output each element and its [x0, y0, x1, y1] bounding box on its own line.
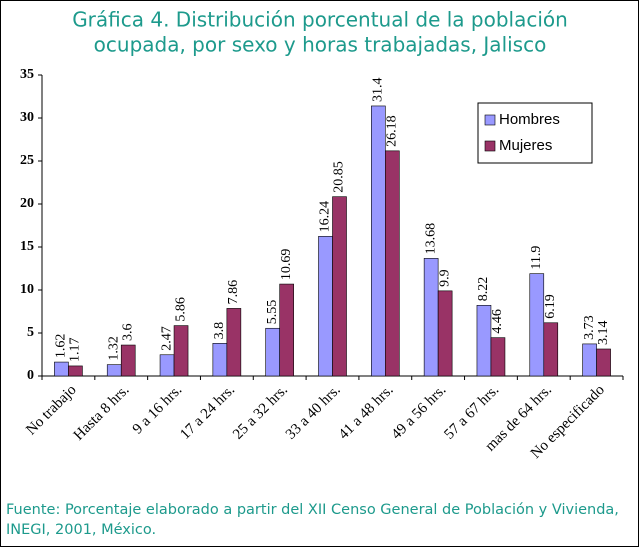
x-tick-label: Hasta 8 hrs.: [71, 382, 133, 444]
value-label: 10.69: [279, 249, 294, 281]
y-tick-label: 15: [20, 239, 34, 254]
value-label: 11.9: [529, 246, 544, 270]
x-tick-label: 17 a 24 hrs.: [177, 382, 238, 443]
value-label: 2.47: [159, 326, 174, 351]
y-tick-label: 25: [20, 153, 34, 168]
value-label: 1.17: [68, 337, 83, 362]
source-note: Fuente: Porcentaje elaborado a partir de…: [6, 502, 619, 538]
chart-title: Gráfica 4. Distribución porcentual de la…: [72, 8, 568, 32]
value-label: 5.86: [173, 297, 188, 322]
bar: [106, 364, 122, 377]
value-label: 31.4: [371, 77, 386, 102]
bar: [385, 150, 400, 377]
bar: [226, 308, 242, 377]
bar: [173, 325, 189, 377]
value-label: 6.19: [543, 294, 558, 319]
bar: [159, 354, 175, 377]
x-tick-label: 33 a 40 hrs.: [283, 382, 344, 443]
x-tick-label: No trabajo: [23, 382, 79, 438]
legend-label: Mujeres: [499, 137, 552, 154]
legend-swatch: [484, 114, 496, 126]
y-tick-label: 10: [20, 282, 34, 297]
value-label: 1.32: [106, 336, 121, 361]
bar: [529, 273, 545, 377]
bar: [476, 305, 492, 377]
legend-label: Hombres: [499, 111, 560, 128]
value-label: 20.85: [332, 161, 347, 193]
x-tick-label: 25 a 32 hrs.: [230, 382, 291, 443]
value-label: 1.62: [54, 334, 69, 359]
bar: [543, 322, 559, 377]
value-label: 4.46: [490, 309, 505, 334]
bar: [212, 343, 228, 377]
y-tick-label: 20: [20, 196, 34, 211]
value-label: 13.68: [423, 223, 438, 255]
legend-box: [477, 102, 593, 164]
value-label: 26.18: [385, 115, 400, 147]
bar: [332, 196, 347, 377]
x-tick-label: 41 a 48 hrs.: [336, 382, 397, 443]
y-tick-label: 0: [27, 368, 34, 383]
bar: [68, 365, 83, 377]
bar: [371, 105, 386, 377]
y-tick-label: 30: [20, 110, 34, 125]
bar: [596, 348, 611, 377]
chart-title: ocupada, por sexo y horas trabajadas, Ja…: [94, 33, 547, 57]
bar: [490, 337, 506, 377]
value-label: 9.9: [437, 269, 452, 287]
value-label: 5.55: [265, 300, 280, 325]
x-tick-label: 49 a 56 hrs.: [389, 382, 450, 443]
bar: [437, 290, 453, 377]
y-tick-label: 5: [27, 325, 34, 340]
legend-swatch: [484, 140, 496, 152]
value-label: 3.14: [596, 320, 611, 345]
value-label: 7.86: [226, 280, 241, 305]
bar: [423, 258, 439, 377]
value-label: 3.73: [582, 315, 597, 340]
bar: [318, 236, 333, 377]
bar: [54, 361, 69, 377]
value-label: 8.22: [476, 277, 491, 302]
value-label: 3.8: [212, 322, 227, 340]
value-label: 3.6: [120, 324, 135, 342]
bar: [279, 283, 294, 377]
bar: [265, 327, 280, 377]
bar: [120, 344, 136, 377]
bar: [582, 343, 597, 377]
y-tick-label: 35: [20, 67, 34, 82]
value-label: 16.24: [318, 201, 333, 233]
x-tick-label: 9 a 16 hrs.: [130, 382, 186, 438]
